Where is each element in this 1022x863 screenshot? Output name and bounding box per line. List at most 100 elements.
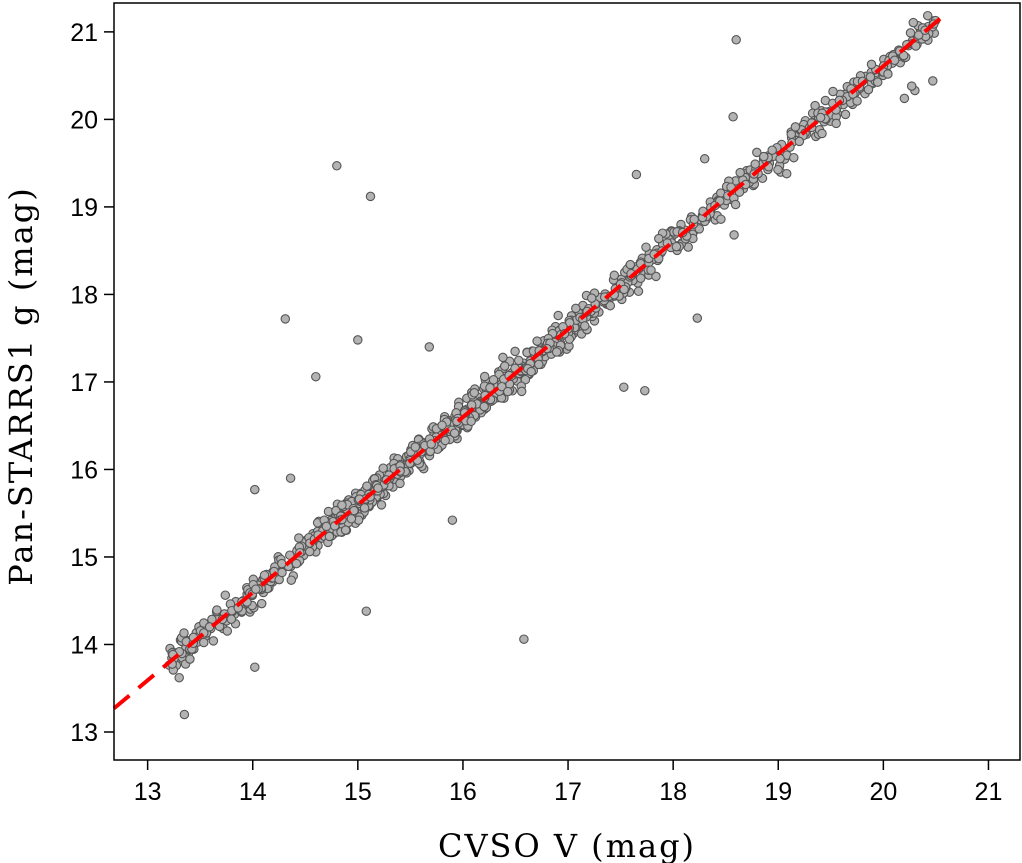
y-tick-label: 19 — [70, 194, 98, 222]
data-point — [311, 371, 321, 382]
scatter-points — [164, 10, 941, 720]
data-point — [928, 76, 938, 86]
data-point — [449, 428, 460, 438]
data-point — [179, 628, 189, 638]
data-point — [752, 147, 762, 158]
data-point — [479, 371, 490, 382]
data-point — [291, 558, 302, 569]
data-point — [395, 478, 405, 489]
data-point — [619, 284, 629, 295]
data-point — [426, 439, 436, 449]
data-point — [794, 136, 805, 147]
data-point — [631, 169, 642, 180]
data-point — [250, 484, 260, 495]
data-point — [466, 416, 476, 427]
data-point — [362, 481, 372, 491]
data-point — [373, 483, 383, 493]
data-point — [174, 672, 184, 683]
data-point — [551, 347, 562, 357]
data-point — [735, 167, 745, 178]
x-tick-label: 18 — [659, 778, 687, 806]
data-point — [730, 199, 741, 210]
data-point — [277, 567, 287, 578]
data-point — [208, 636, 219, 646]
data-point — [571, 303, 581, 314]
y-tick-label: 18 — [70, 281, 98, 309]
x-tick-label: 14 — [239, 778, 267, 806]
data-point — [499, 361, 510, 371]
data-point — [469, 388, 480, 398]
data-point — [259, 570, 270, 580]
data-point — [376, 500, 387, 510]
data-point — [781, 168, 792, 179]
data-point — [716, 214, 726, 224]
data-point — [759, 151, 769, 162]
fit-line — [112, 11, 948, 710]
data-point — [534, 359, 544, 370]
data-point — [767, 145, 777, 155]
data-point — [503, 386, 513, 397]
data-point — [513, 355, 524, 366]
data-point — [905, 28, 916, 38]
data-point — [220, 590, 231, 600]
y-axis-title: Pan-STARRS1 g (mag) — [2, 186, 40, 585]
fit-line-layer — [112, 11, 948, 710]
data-point — [729, 230, 739, 240]
data-point — [817, 128, 827, 139]
data-point — [580, 321, 590, 331]
data-point — [750, 159, 760, 169]
data-point — [226, 614, 237, 624]
y-tick-label: 16 — [70, 456, 98, 484]
data-point — [786, 129, 797, 140]
data-point — [731, 35, 741, 45]
data-point — [789, 152, 799, 163]
data-point — [911, 41, 921, 51]
x-tick-label: 15 — [344, 778, 372, 806]
data-point — [337, 500, 347, 510]
data-point — [199, 637, 209, 648]
x-axis: 13 14 15 16 17 18 19 20 21 — [134, 760, 1002, 806]
data-point — [526, 366, 536, 377]
data-point — [865, 72, 876, 82]
data-point — [689, 214, 699, 225]
data-point — [641, 242, 651, 252]
data-point — [479, 401, 489, 412]
data-point — [251, 584, 261, 594]
y-tick-label: 13 — [70, 719, 98, 747]
data-point — [498, 352, 508, 363]
data-point — [447, 515, 458, 525]
data-point — [304, 546, 315, 557]
data-point — [883, 69, 893, 79]
data-point — [651, 271, 661, 282]
data-point — [286, 575, 297, 585]
data-point — [516, 386, 527, 397]
y-tick-label: 17 — [70, 369, 98, 397]
data-point — [872, 77, 883, 87]
data-point — [294, 533, 304, 543]
data-point — [828, 86, 838, 97]
data-point — [250, 662, 260, 672]
data-point — [424, 342, 435, 352]
data-point — [285, 473, 296, 483]
data-point — [863, 84, 874, 95]
data-point — [852, 96, 862, 106]
data-point — [671, 241, 682, 252]
data-point — [332, 161, 342, 171]
x-tick-label: 20 — [869, 778, 897, 806]
data-point — [866, 59, 877, 70]
data-point — [349, 505, 359, 516]
y-tick-label: 20 — [70, 106, 98, 134]
data-point — [280, 314, 291, 324]
data-point — [361, 606, 372, 616]
data-point — [553, 310, 563, 321]
data-point — [185, 654, 195, 664]
data-point — [922, 10, 933, 21]
y-tick-label: 15 — [70, 544, 98, 572]
data-point — [640, 385, 650, 396]
data-point — [353, 335, 363, 345]
x-axis-title: CVSO V (mag) — [438, 827, 696, 863]
data-point — [654, 233, 664, 244]
data-point — [440, 435, 450, 446]
data-point — [222, 626, 233, 636]
